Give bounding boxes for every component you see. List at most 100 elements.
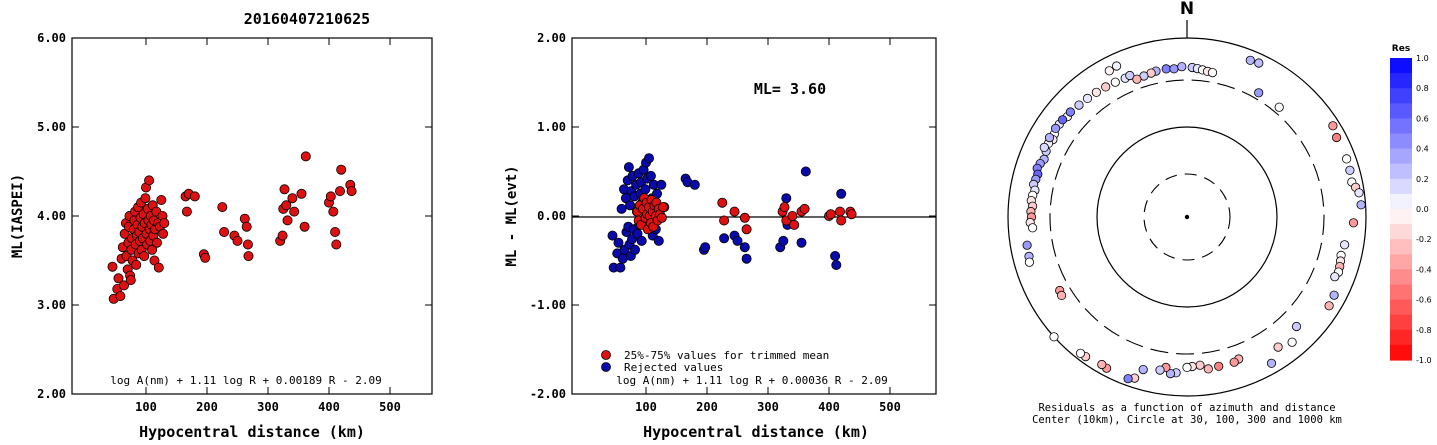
station-residual-point (1330, 272, 1340, 282)
panel2-point-used (658, 202, 669, 213)
panel2-point-used (741, 224, 752, 235)
panel2-ytick-label: 0.00 (537, 209, 566, 223)
panel3-caption-1: Residuals as a function of azimuth and d… (1038, 402, 1335, 414)
panel1-xtick-label: 300 (257, 400, 279, 414)
station-residual-point (1161, 64, 1171, 74)
colorbar-cell (1390, 254, 1412, 270)
legend-blue-marker (601, 362, 611, 372)
panel1-point (131, 259, 142, 270)
panel1-point (151, 237, 162, 248)
station-residual-point (1345, 165, 1355, 175)
panel1-point (328, 206, 339, 217)
panel-residual-vs-distance: ML - ML(evt) Hypocentral distance (km) M… (504, 31, 937, 441)
station-residual-point (1254, 58, 1264, 68)
colorbar-cell (1390, 344, 1412, 361)
panel2-ytick-label: -1.00 (530, 298, 566, 312)
panel2-xtick-label: 500 (879, 400, 901, 414)
panel2-point-used (719, 215, 730, 226)
panel1-point (289, 206, 300, 217)
panel2-point-rejected (732, 235, 743, 246)
ring-30km (1143, 173, 1231, 261)
panel1-point (158, 228, 169, 239)
panel2-point-rejected (613, 237, 624, 248)
ring-100km (1096, 126, 1278, 308)
panel2-point-rejected (653, 235, 664, 246)
panel1-point (300, 151, 311, 162)
panel1-ytick-label: 6.00 (37, 31, 66, 45)
station-residual-point (1203, 364, 1213, 374)
panel2-xtick-label: 300 (757, 400, 779, 414)
panel2-xtick-label: 200 (696, 400, 718, 414)
ring-300km (1049, 79, 1325, 355)
station-residual-point (1356, 200, 1366, 210)
panel1-point (296, 188, 307, 199)
colorbar-cell (1390, 178, 1412, 195)
panel2-point-rejected (741, 253, 752, 264)
station-residual-point (1177, 62, 1187, 72)
colorbar-cell (1390, 269, 1412, 286)
panel1-point (336, 164, 347, 175)
panel2-point-used (717, 197, 728, 208)
panel1-point (232, 235, 243, 246)
panel2-point-rejected (830, 250, 841, 261)
panel1-point (287, 193, 298, 204)
colorbar-tick-label: 0.6 (1416, 114, 1429, 123)
colorbar-tick-label: -0.2 (1416, 235, 1432, 244)
panel2-point-used (739, 212, 750, 223)
station-residual-point (1214, 361, 1224, 371)
station-residual-point (1123, 374, 1133, 384)
panel1-point (140, 193, 151, 204)
station-residual-point (1132, 74, 1142, 84)
panel1-point (325, 191, 336, 202)
station-residual-point (1051, 123, 1061, 133)
station-residual-point (1165, 368, 1176, 379)
station-residual-point (1229, 357, 1239, 367)
station-residual-point (1101, 82, 1111, 92)
panel1-point (243, 251, 254, 262)
panel1-xtick-label: 500 (379, 400, 401, 414)
panel2-point-used (656, 212, 667, 223)
station-residual-point (1039, 142, 1049, 152)
panel1-point (334, 186, 345, 197)
panel1-point (217, 202, 228, 213)
ring-1000km (1007, 37, 1367, 397)
panel1-xtick-label: 200 (196, 400, 218, 414)
colorbar-tick-label: 0.2 (1416, 175, 1429, 184)
panel2-xtick-label: 100 (635, 400, 657, 414)
panel1-ytick-label: 3.00 (37, 298, 66, 312)
panel1-point (281, 200, 292, 211)
panel1-ytick-label: 5.00 (37, 120, 66, 134)
station-residual-point (1287, 337, 1297, 347)
panel2-point-rejected (625, 200, 636, 211)
panel1-point (113, 273, 124, 284)
station-residual-point (1354, 188, 1364, 198)
colorbar-tick-label: 0.4 (1416, 145, 1429, 154)
panel1-ticks: 2.00 3.00 4.00 5.00 6.00 100 200 300 400 500 (37, 31, 432, 414)
legend-red-label: 25%-75% values for trimmed mean (624, 349, 829, 362)
panel1-point (299, 221, 310, 232)
station-residual-point (1028, 223, 1038, 233)
panel1-point (159, 218, 170, 229)
panel2-point-rejected (689, 179, 700, 190)
panel2-point-used (835, 206, 846, 217)
panel2-point-rejected (831, 259, 842, 270)
station-residual-point (1057, 290, 1067, 300)
colorbar-cell (1390, 133, 1412, 150)
panel2-point-rejected (719, 233, 730, 244)
panel2-points (607, 153, 857, 273)
panel3-caption-2: Center (10km), Circle at 30, 100, 300 an… (1032, 414, 1342, 426)
colorbar-cell (1390, 148, 1412, 165)
station-residual-point (1138, 364, 1148, 375)
station-residual-point (1254, 88, 1264, 98)
panel2-point-rejected (700, 242, 711, 253)
panel2-point-rejected (644, 153, 655, 164)
colorbar-cell (1390, 88, 1412, 104)
colorbar-tick-label: 1.0 (1416, 54, 1429, 63)
panel1-formula: log A(nm) + 1.11 log R + 0.00189 R - 2.0… (110, 374, 382, 387)
panel-azimuth-plot: N Residuals as a function of azimuth and… (1007, 0, 1367, 426)
figure-title: 20160407210625 (244, 10, 370, 28)
colorbar-cell (1390, 284, 1412, 301)
panel2-point-rejected (656, 179, 667, 190)
colorbar-tick-label: 0.8 (1416, 84, 1429, 93)
station-residual-point (1182, 362, 1192, 372)
